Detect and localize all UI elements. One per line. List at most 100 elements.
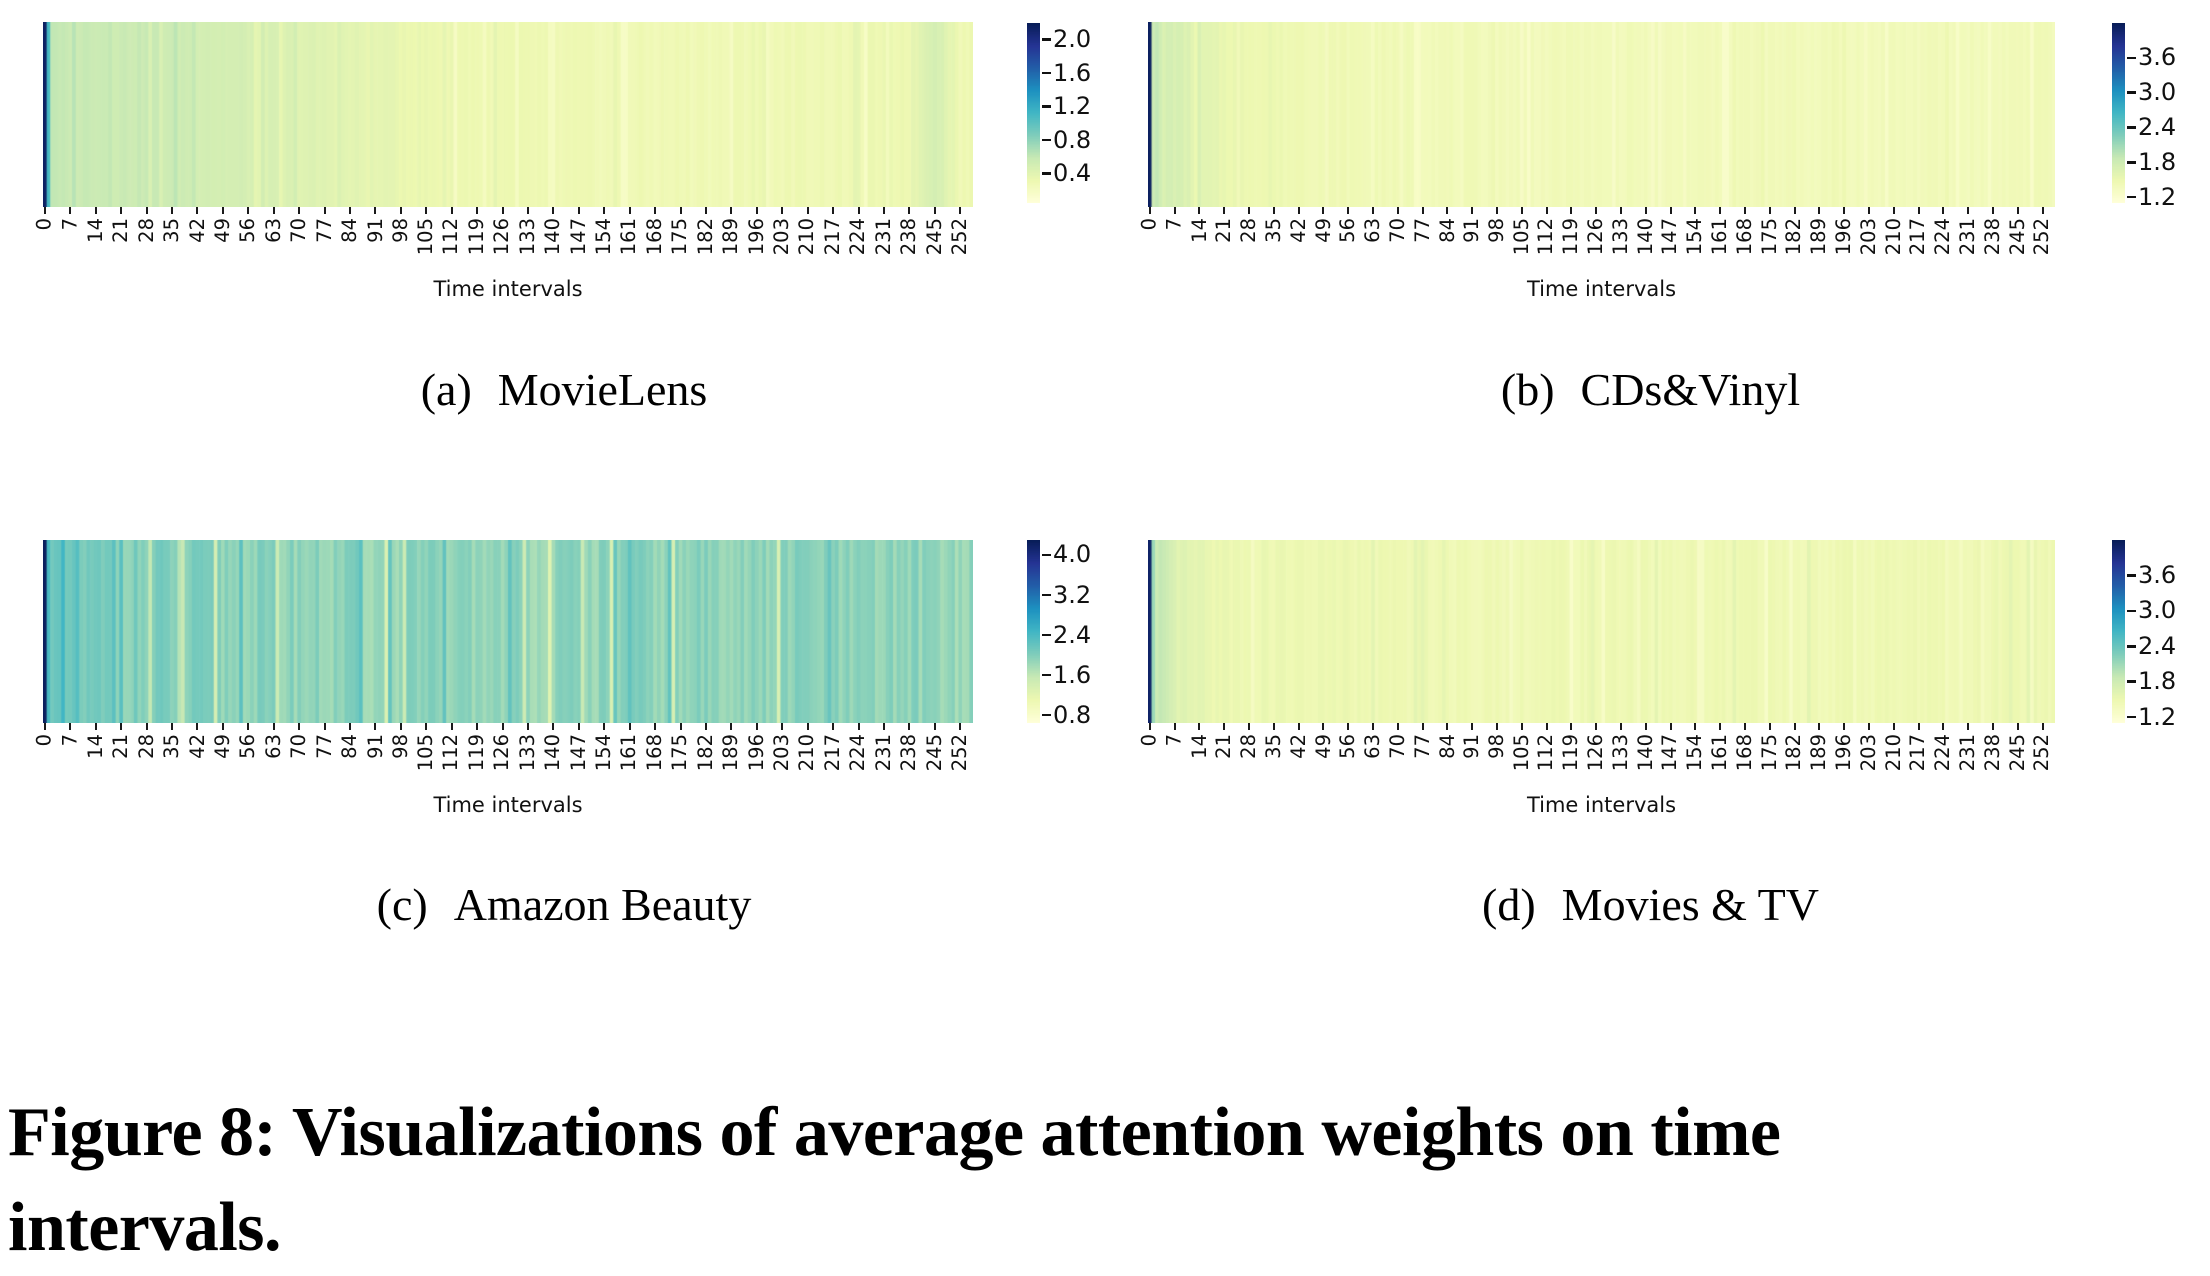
x-tick [1595,207,1598,214]
x-tick-label: 28 [1236,218,1260,243]
x-tick [2041,207,2044,214]
colorbar-tick-label: 2.4 [2138,631,2177,660]
x-tick-label: 14 [1187,218,1211,243]
colorbar-tick-label: 1.6 [1053,660,1092,689]
x-tick [1471,723,1474,730]
x-tick-label: 49 [210,218,234,243]
x-tick [501,723,504,730]
x-tick [145,723,148,730]
colorbar-amazon-beauty [1027,540,1040,723]
x-tick-label: 203 [1857,734,1880,772]
colorbar-tick-label: 1.8 [2138,147,2177,176]
x-tick-label: 77 [312,218,336,243]
x-tick-label: 210 [1881,734,1905,772]
x-axis-label: Time intervals [433,793,583,817]
x-tick [1421,723,1424,730]
x-tick [1743,207,1746,214]
x-tick [908,207,911,214]
x-tick-label: 175 [668,734,692,772]
x-tick-label: 217 [1906,218,1930,256]
colorbar-tick-label: 1.2 [1053,92,1092,121]
x-tick [704,723,707,730]
x-tick-label: 238 [897,218,921,256]
x-tick [1669,723,1672,730]
x-tick-label: 147 [1658,218,1682,256]
colorbar-tick [1042,38,1051,41]
x-tick [1991,207,1994,214]
x-tick [1942,207,1945,214]
x-tick-label: 147 [1658,734,1682,772]
figure-caption-line1: Figure 8: Visualizations of average atte… [8,1094,1781,1171]
x-tick-label: 42 [185,218,209,243]
x-tick-label: 84 [1435,734,1459,759]
colorbar-tick-label: 1.2 [2138,702,2177,731]
x-tick [704,207,707,214]
x-tick-label: 210 [795,734,819,772]
x-tick-label: 182 [694,218,717,256]
x-tick-label: 0 [32,734,56,747]
x-tick-label: 224 [1931,218,1955,256]
x-tick [399,207,402,214]
colorbar-tick [2127,195,2136,199]
x-tick [933,207,936,214]
x-tick-label: 154 [592,218,616,256]
x-tick-label: 224 [1931,734,1955,772]
x-tick-label: 217 [821,218,845,256]
x-tick [43,723,46,730]
x-tick-label: 154 [592,734,616,772]
subcaption-name: Movies & TV [1561,879,1819,930]
colorbar-tick-label: 3.0 [2138,78,2177,107]
x-tick-label: 245 [922,734,946,772]
colorbar-tick-label: 0.4 [1053,159,1092,188]
x-tick-label: 238 [1981,734,2004,772]
x-tick [323,723,326,730]
x-tick-label: 98 [388,218,412,243]
x-tick-label: 168 [1733,734,1756,772]
figure-caption: Figure 8: Visualizations of average atte… [8,1085,2203,1275]
colorbar-tick [2127,91,2136,94]
x-tick-label: 91 [363,734,387,759]
x-tick-label: 42 [185,734,209,759]
x-tick [1148,207,1151,214]
x-tick [1818,207,1821,214]
x-tick-label: 21 [109,734,133,759]
x-tick-label: 112 [1534,734,1558,772]
x-axis-cds-vinyl: Time intervals 0 7 14 21 28 35 42 49 56 63 70 77 84 9… [1138,207,2055,317]
x-tick [1173,207,1176,214]
x-tick-label: 168 [643,734,667,772]
x-tick [679,723,682,730]
x-tick-label: 154 [1683,734,1707,772]
x-tick-label: 119 [1559,218,1583,256]
x-tick [450,723,453,730]
x-tick-label: 252 [2030,734,2054,772]
x-tick [476,723,479,730]
colorbar-tick [2127,715,2136,719]
x-tick [2016,207,2019,214]
x-tick-label: 238 [1981,218,2004,256]
colorbar-ticks-movies-tv: 1.2 1.8 2.4 3.0 3.6 [2112,540,2210,730]
x-tick [755,723,758,730]
x-tick-label: 49 [210,734,234,759]
x-tick-label: 210 [1881,218,1905,256]
x-tick-label: 70 [1385,218,1409,243]
subcaption-c: (c) Amazon Beauty [43,878,1085,931]
colorbar-tick [1042,713,1051,717]
x-tick-label: 161 [617,218,641,256]
x-tick-label: 63 [261,218,285,243]
colorbar-tick-label: 4.0 [1053,540,1092,569]
x-tick-label: 203 [1857,218,1880,256]
x-tick-label: 63 [1360,218,1384,243]
x-tick [1867,207,1870,214]
colorbar-tick [2127,574,2136,577]
x-tick [1371,207,1374,214]
x-tick [1198,207,1201,214]
x-tick-label: 175 [1757,218,1781,256]
heatmap-movielens [43,22,973,207]
x-tick-label: 35 [1261,734,1285,759]
x-tick-label: 196 [1832,734,1856,772]
x-tick-label: 21 [1212,218,1236,243]
x-tick [857,207,860,214]
colorbar-tick [1042,673,1051,677]
x-tick-label: 70 [287,218,311,243]
x-tick [425,207,428,214]
